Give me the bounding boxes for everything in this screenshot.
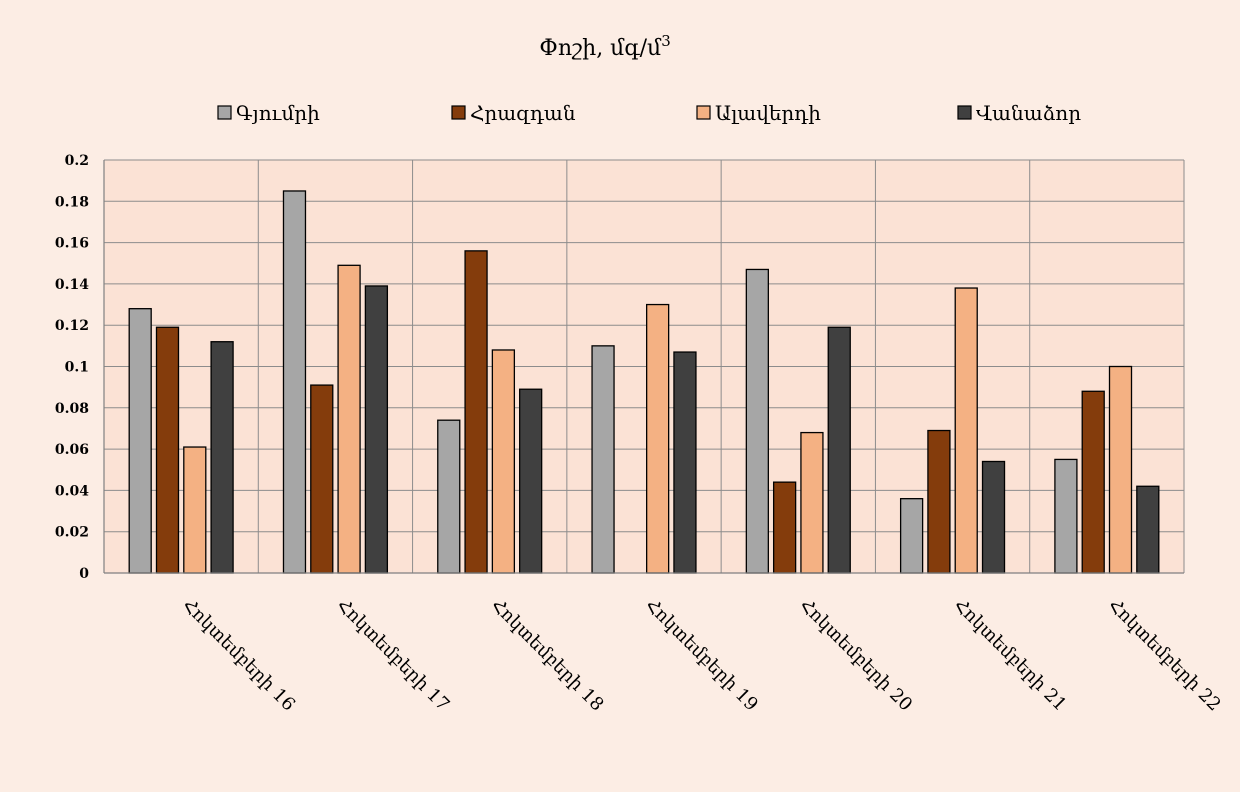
y-tick-label: 0 — [79, 566, 89, 582]
chart-title-text: Փոշի, մգ/մ — [539, 36, 662, 61]
bar — [519, 388, 543, 574]
bar — [183, 446, 207, 574]
y-tick-label: 0.02 — [55, 525, 89, 541]
x-category-label: Հոկտեմբերի 19 — [641, 595, 762, 716]
y-tick-label: 0.14 — [55, 277, 89, 293]
x-category-labels: Հոկտեմբերի 16 Հոկտեմբերի 17 Հոկտեմբերի 18 Հ… — [178, 595, 1224, 716]
x-category-label: Հոկտեմբերի 17 — [333, 595, 454, 716]
axes — [103, 160, 1184, 574]
bar — [899, 498, 924, 574]
bar — [155, 326, 180, 574]
bar — [1108, 365, 1133, 574]
legend-swatch — [451, 105, 466, 120]
bar — [827, 326, 851, 574]
x-category-label: Հոկտեմբերի 21 — [950, 595, 1071, 716]
legend-label: Ալավերդի — [715, 101, 821, 125]
y-tick-label: 0.2 — [65, 153, 89, 169]
legend: Գյումրի Հրազդան Ալավերդի Վանաձոր — [217, 101, 1081, 125]
x-category-label: Հոկտեմբերի 16 — [178, 595, 299, 716]
legend-label: Հրազդան — [470, 101, 576, 125]
bar — [210, 341, 234, 574]
bar — [591, 345, 615, 574]
bar — [364, 285, 389, 574]
bar — [745, 268, 769, 574]
x-category-label: Հոկտեմբերի 22 — [1104, 595, 1225, 716]
legend-label: Վանաձոր — [976, 101, 1081, 125]
bar — [310, 384, 334, 574]
bar — [646, 303, 670, 574]
y-tick-labels: 0 0.02 0.04 0.06 0.08 0.1 0.12 0.14 0.16 0.18 0.2 — [55, 153, 89, 582]
legend-swatch — [696, 105, 711, 120]
y-tick-label: 0.18 — [55, 194, 89, 210]
bar — [1054, 458, 1078, 574]
x-category-label: Հոկտեմբերի 18 — [487, 595, 608, 716]
x-category-label: Հոկտեմբերի 20 — [796, 595, 917, 716]
y-tick-label: 0.08 — [55, 401, 89, 417]
bar — [927, 429, 951, 574]
chart-title-superscript: 3 — [661, 32, 671, 50]
bar — [337, 264, 361, 574]
y-tick-label: 0.12 — [55, 318, 89, 334]
bar — [772, 481, 797, 574]
bar — [954, 287, 978, 574]
y-tick-label: 0.04 — [55, 483, 89, 499]
bar — [800, 431, 824, 574]
bar — [491, 349, 516, 574]
legend-label: Գյումրի — [236, 101, 320, 125]
y-tick-label: 0.1 — [65, 360, 89, 376]
bar — [128, 308, 152, 574]
y-tick-label: 0.16 — [55, 236, 89, 252]
y-tick-label: 0.06 — [55, 442, 89, 458]
bar — [1081, 390, 1105, 574]
bar — [981, 460, 1006, 574]
legend-swatch — [957, 105, 972, 120]
legend-swatch — [217, 105, 232, 120]
bar — [1136, 485, 1160, 574]
chart-title: Փոշի, մգ/մ3 — [539, 32, 671, 61]
bar — [673, 351, 697, 574]
bar — [437, 419, 461, 574]
bar — [464, 250, 488, 574]
bar — [282, 190, 307, 574]
